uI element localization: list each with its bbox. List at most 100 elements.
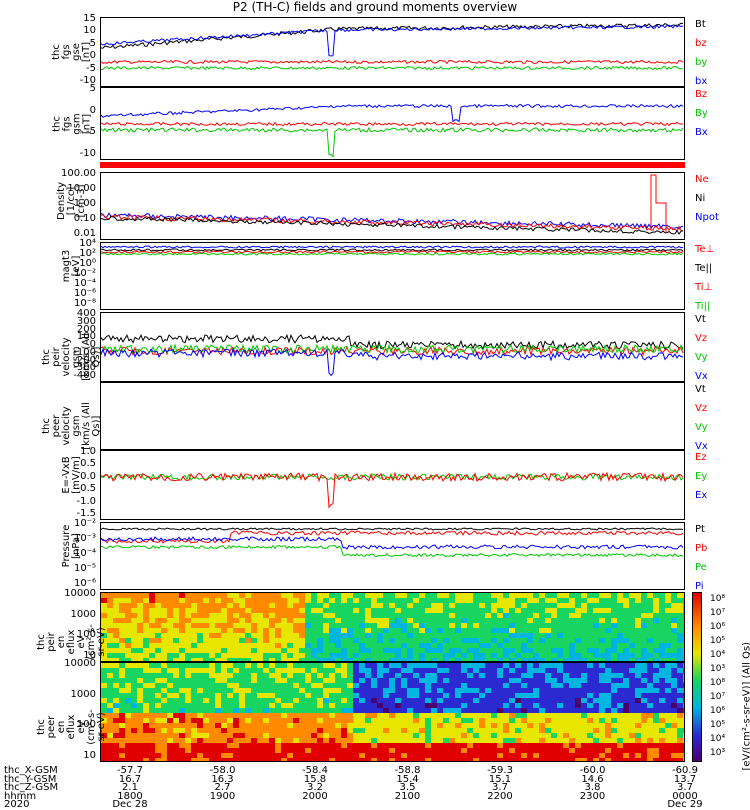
legend-entry: Vy [695, 352, 708, 363]
spectrogram-cell [623, 663, 629, 668]
spectrogram-cell [371, 613, 377, 618]
trace-area [101, 18, 684, 86]
spectrogram-cell [431, 628, 437, 633]
spectrogram-cell [263, 648, 269, 653]
spectrogram-cell [581, 693, 587, 698]
spectrogram-cell [311, 623, 317, 628]
spectrogram-cell [299, 598, 305, 603]
spectrogram-cell [179, 668, 185, 673]
spectrogram-cell [527, 593, 533, 598]
spectrogram-cell [251, 733, 257, 738]
spectrogram-cell [587, 688, 593, 693]
spectrogram-cell [641, 678, 647, 683]
spectrogram-cell [185, 758, 191, 761]
spectrogram-cell [323, 623, 329, 628]
spectrogram-cell [179, 638, 185, 643]
spectrogram-cell [635, 708, 641, 713]
spectrogram-cell [467, 728, 473, 733]
spectrogram-cell [389, 623, 395, 628]
spectrogram-cell [161, 733, 167, 738]
spectrogram-cell [587, 723, 593, 728]
spectrogram-cell [377, 718, 383, 723]
spectrogram-cell [287, 733, 293, 738]
spectrogram-cell [239, 618, 245, 623]
spectrogram-cell [455, 668, 461, 673]
spectrogram-cell [107, 713, 113, 718]
spectrogram-cell [245, 648, 251, 653]
spectrogram-cell [119, 683, 125, 688]
spectrogram-cell [623, 633, 629, 638]
spectrogram-cell [323, 628, 329, 633]
spectrogram-cell [629, 618, 635, 623]
spectrogram-cell [131, 603, 137, 608]
spectrogram-cell [563, 758, 569, 761]
spectrogram-cell [677, 753, 683, 758]
spectrogram-cell [623, 658, 629, 661]
spectrogram-cell [311, 703, 317, 708]
spectrogram-cell [413, 718, 419, 723]
spectrogram-cell [185, 688, 191, 693]
spectrogram-cell [299, 753, 305, 758]
spectrogram-cell [131, 713, 137, 718]
spectrogram-cell [569, 743, 575, 748]
spectrogram-cell [509, 688, 515, 693]
spectrogram-cell [665, 698, 671, 703]
spectrogram-cell [599, 678, 605, 683]
spectrogram-cell [233, 658, 239, 661]
spectrogram-cell [497, 743, 503, 748]
spectrogram-cell [431, 603, 437, 608]
spectrogram-cell [581, 713, 587, 718]
spectrogram-cell [233, 593, 239, 598]
spectrogram-cell [395, 638, 401, 643]
spectrogram-cell [401, 623, 407, 628]
spectrogram-cell [359, 673, 365, 678]
spectrogram-cell [473, 598, 479, 603]
spectrogram-cell [629, 603, 635, 608]
spectrogram-cell [587, 733, 593, 738]
spectrogram-cell [551, 678, 557, 683]
spectrogram-cell [533, 728, 539, 733]
spectrogram-cell [281, 718, 287, 723]
spectrogram-cell [299, 748, 305, 753]
spectrogram-cell [245, 693, 251, 698]
spectrogram-cell [515, 688, 521, 693]
spectrogram-cell [407, 683, 413, 688]
spectrogram-cell [401, 708, 407, 713]
spectrogram-cell [263, 698, 269, 703]
spectrogram-cell [227, 648, 233, 653]
spectrogram-cell [197, 638, 203, 643]
spectrogram-cell [143, 758, 149, 761]
spectrogram-cell [119, 703, 125, 708]
spectrogram-cell [527, 728, 533, 733]
spectrogram-cell [413, 653, 419, 658]
spectrogram-cell [197, 723, 203, 728]
spectrogram-cell [155, 638, 161, 643]
spectrogram-cell [287, 618, 293, 623]
spectrogram-cell [191, 748, 197, 753]
spectrogram-cell [425, 738, 431, 743]
spectrogram-cell [491, 668, 497, 673]
spectrogram-cell [551, 733, 557, 738]
spectrogram-cell [551, 708, 557, 713]
spectrogram-cell [383, 733, 389, 738]
spectrogram-cell [407, 628, 413, 633]
spectrogram-cell [467, 593, 473, 598]
spectrogram-cell [659, 593, 665, 598]
spectrogram-cell [647, 628, 653, 633]
spectrogram-cell [455, 683, 461, 688]
spectrogram-cell [503, 708, 509, 713]
spectrogram-cell [185, 628, 191, 633]
spectrogram-cell [503, 723, 509, 728]
spectrogram-cell [113, 653, 119, 658]
spectrogram-cell [683, 758, 684, 761]
spectrogram-cell [341, 653, 347, 658]
spectrogram-cell [467, 733, 473, 738]
spectrogram-cell [671, 753, 677, 758]
legend-entry: bx [695, 76, 707, 87]
spectrogram-cell [389, 688, 395, 693]
spectrogram-cell [389, 668, 395, 673]
spectrogram-cell [341, 713, 347, 718]
series-line [101, 251, 683, 253]
spectrogram-cell [569, 673, 575, 678]
spectrogram-cell [305, 628, 311, 633]
